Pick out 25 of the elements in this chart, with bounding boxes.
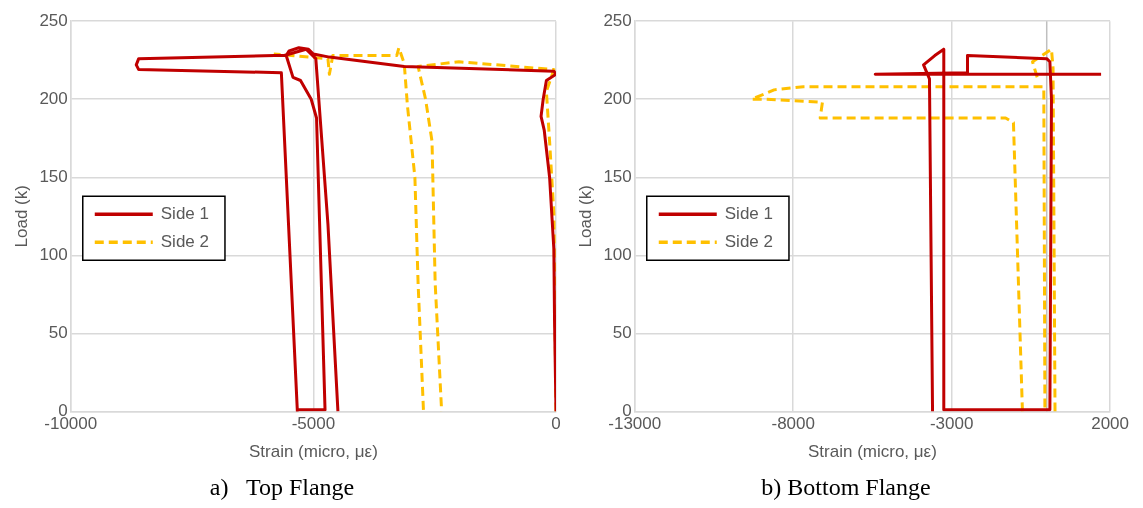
y-tick-label: 250 [603,10,632,30]
y-tick-label: 150 [39,166,68,186]
y-axis-title: Load (k) [11,185,31,248]
y-tick-label: 50 [48,323,68,343]
y-tick-label: 150 [603,166,632,186]
legend-label: Side 2 [160,231,209,251]
legend-label: Side 2 [724,231,773,251]
y-tick-label: 250 [39,10,68,30]
x-tick-label: 2000 [1091,414,1129,434]
x-axis-title: Strain (micro, με) [808,441,937,461]
y-tick-label: 200 [39,88,68,108]
y-tick-label: 50 [612,323,632,343]
x-tick-label: 0 [551,414,561,434]
text: b) Bottom Flange [761,473,931,500]
text: a) Top Flange [209,473,355,500]
y-axis-title: Load (k) [575,185,595,248]
x-axis-title: Strain (micro, με) [248,441,378,461]
x-tick-label: -3000 [929,414,974,434]
y-tick-label: 100 [603,245,632,265]
y-tick-label: 200 [603,88,632,108]
y-tick-label: 100 [39,245,68,265]
legend-label: Side 1 [160,203,209,223]
x-tick-label: -5000 [291,414,336,434]
legend-label: Side 1 [724,203,773,223]
x-tick-label: -8000 [771,414,815,434]
